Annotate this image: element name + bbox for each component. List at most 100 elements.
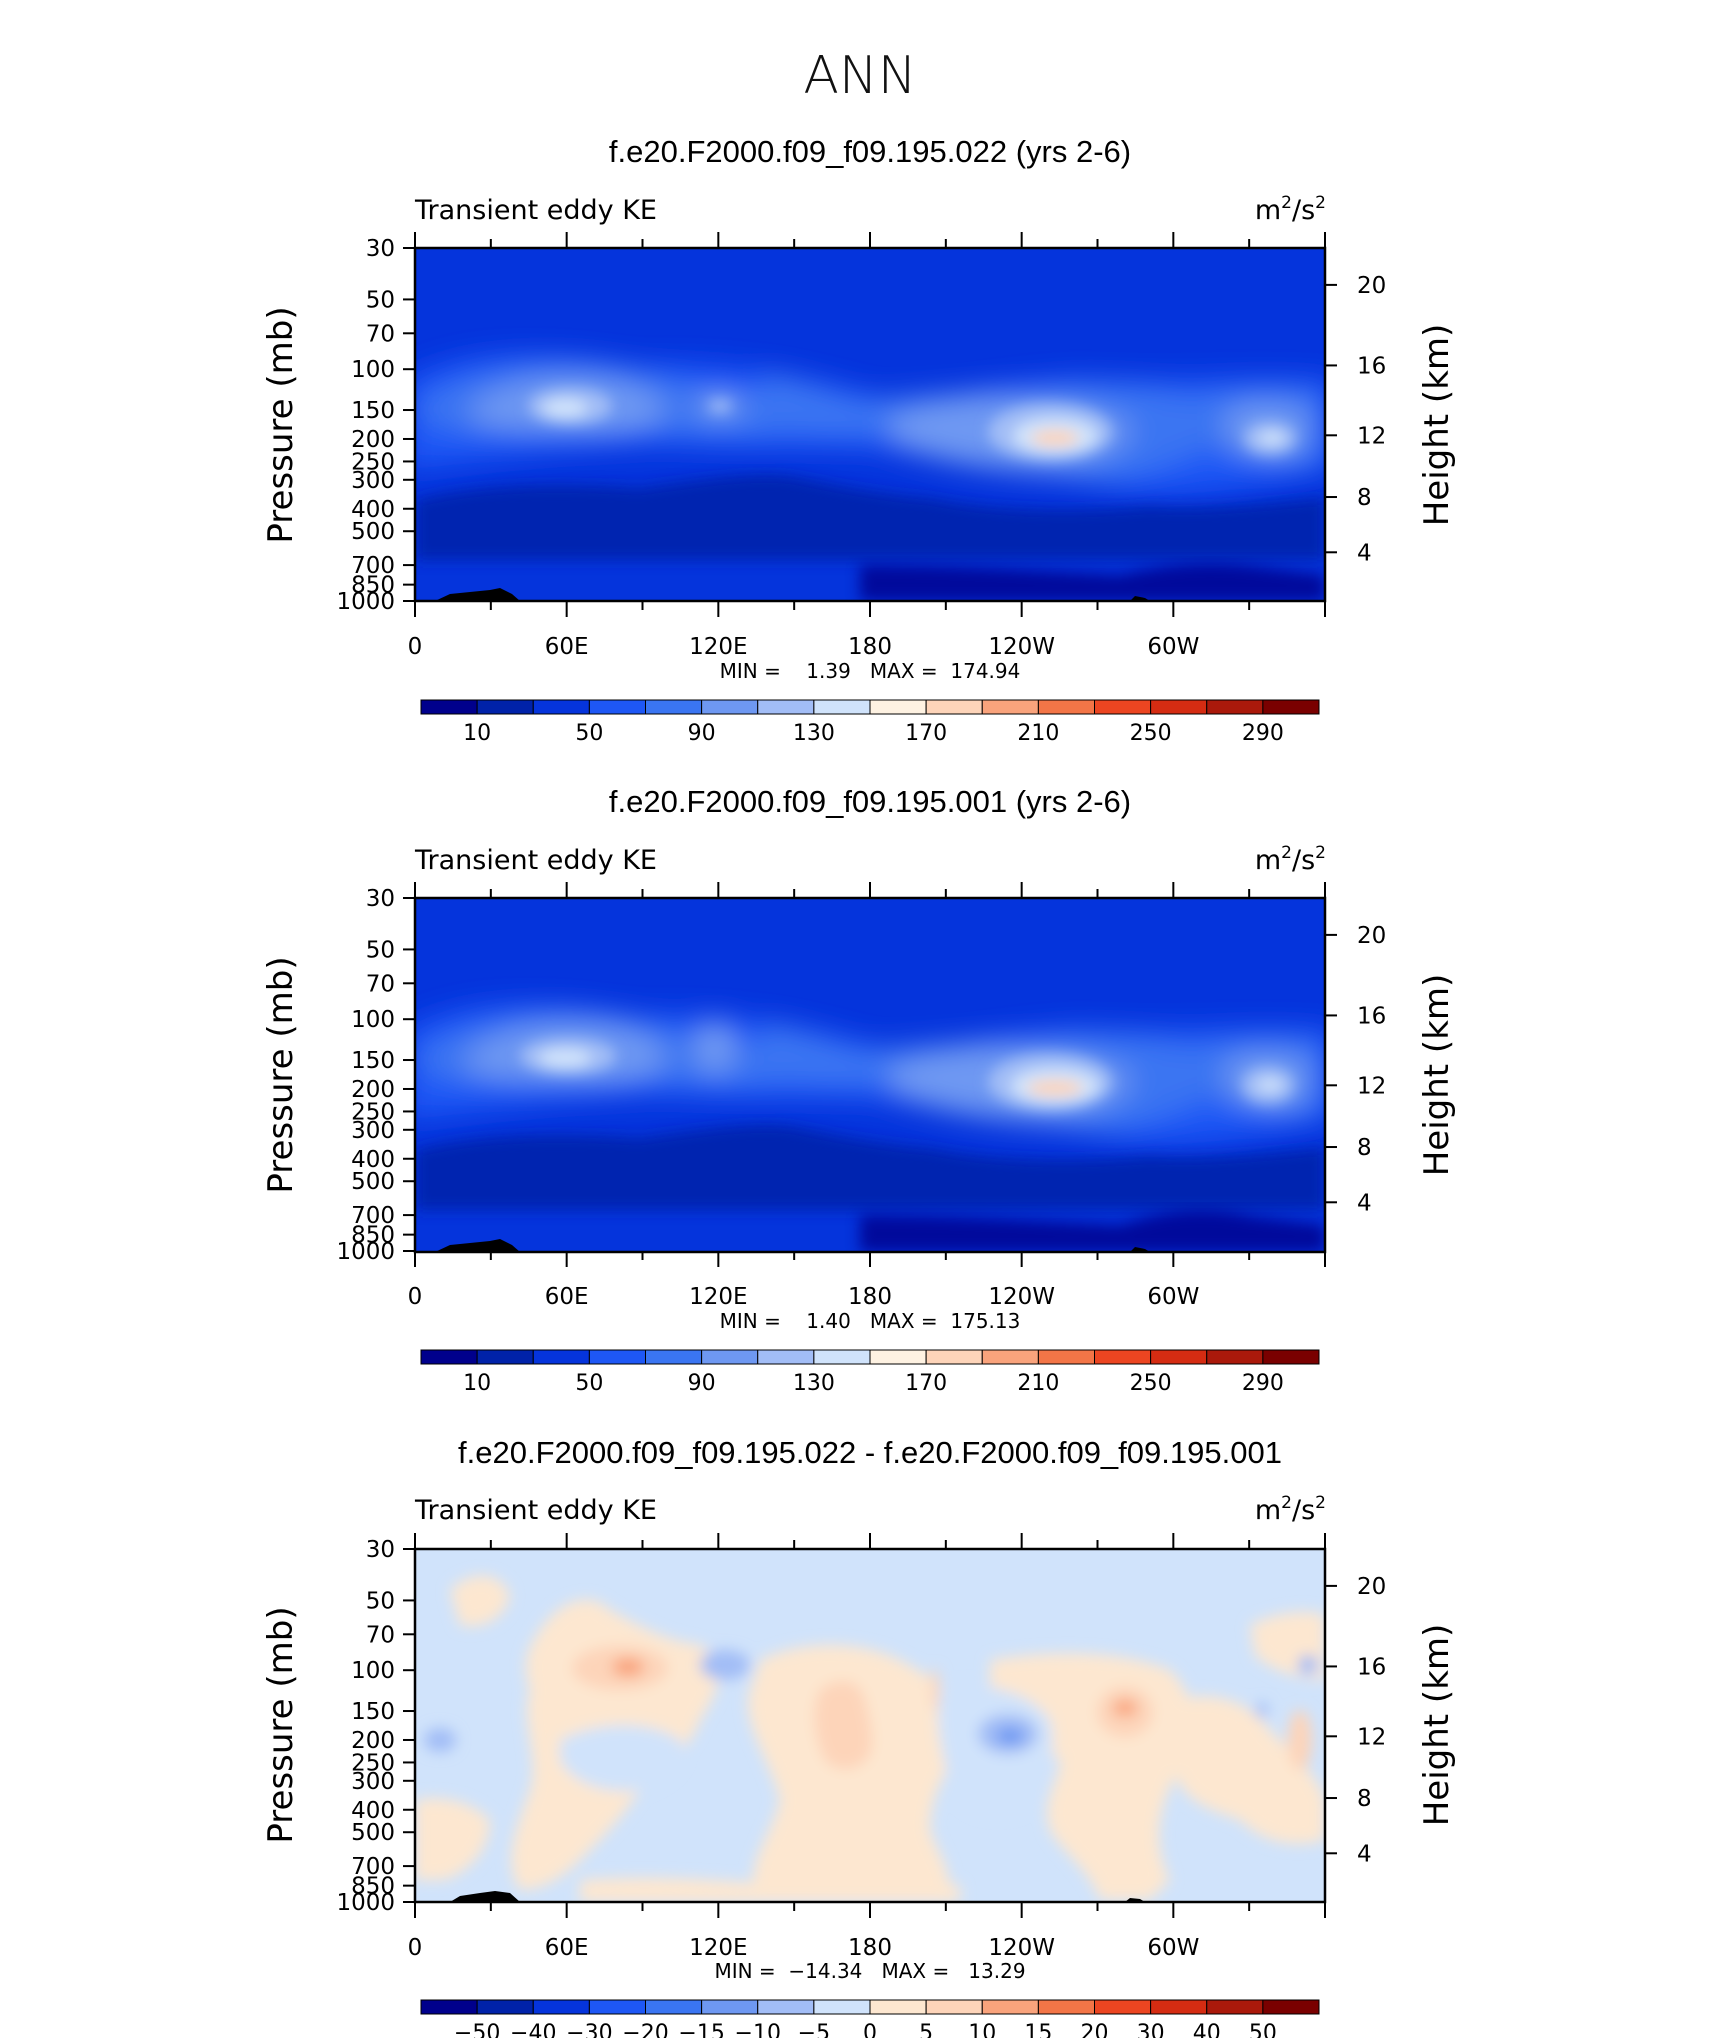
stats-readout: MIN = −14.34 MAX = 13.29: [714, 1959, 1025, 1983]
units-exp: 2: [1315, 843, 1326, 863]
colorbar-swatch: [420, 699, 478, 715]
colorbar-swatch: [1150, 1999, 1208, 2015]
colorbar-swatch: [701, 1349, 759, 1365]
y-tick-label: 250: [351, 1750, 395, 1776]
y-tick-label: 400: [351, 1798, 395, 1824]
y-tick-label: 250: [351, 1099, 395, 1125]
x-tick-label: 120E: [689, 634, 747, 660]
x-axis: 0 60E 120E 180 120W 60W: [408, 1533, 1326, 1961]
colorbar-swatch: [420, 1349, 478, 1365]
units-label: m2/s2: [1255, 843, 1326, 876]
colorbar-label: 290: [1242, 721, 1284, 746]
colorbar-swatch: [869, 1349, 927, 1365]
contour-field: [415, 1549, 1325, 1902]
colorbar-swatch: [1037, 1349, 1095, 1365]
x-axis: 0 60E 120E 180 120W 60W: [408, 882, 1326, 1310]
colorbar-swatch: [476, 1349, 534, 1365]
colorbar-label: 10: [463, 1371, 491, 1396]
y-right-tick-label: 4: [1357, 1841, 1372, 1867]
colorbar-label: 250: [1130, 1371, 1172, 1396]
core-b-peak: [1027, 1080, 1083, 1096]
colorbar-swatch: [813, 699, 871, 715]
colorbar-swatch: [1262, 1999, 1320, 2015]
colorbar-label: 130: [793, 1371, 835, 1396]
y-right-tick-label: 16: [1357, 1654, 1386, 1680]
x-tick-label: 120E: [689, 1935, 747, 1961]
x-tick-label: 60E: [545, 1935, 589, 1961]
y-axis-right: Height (km) 20 16 12 8 4: [1325, 1574, 1457, 1867]
colorbar-label: −50: [454, 2021, 500, 2038]
x-tick-label: 0: [408, 634, 423, 660]
panel-title: f.e20.F2000.f09_f09.195.022 - f.e20.F200…: [458, 1435, 1282, 1470]
x-tick-label: 0: [408, 1935, 423, 1961]
colorbar-swatch: [645, 1349, 703, 1365]
negative-min-e: [1256, 1702, 1268, 1718]
colorbar-swatch: [813, 1349, 871, 1365]
x-tick-label: 60E: [545, 1284, 589, 1310]
colorbar-swatch: [1150, 699, 1208, 715]
y-tick-label: 850: [351, 1223, 395, 1249]
colorbar-swatch: [1037, 1999, 1095, 2015]
y-right-tick-label: 8: [1357, 485, 1372, 511]
colorbar-label: 10: [968, 2021, 996, 2038]
y-axis-label: Pressure (mb): [261, 306, 301, 543]
y-tick-label: 30: [366, 236, 395, 262]
contour-field: [415, 898, 1325, 1252]
y-right-tick-label: 20: [1357, 1574, 1386, 1600]
units-exp: 2: [1315, 1493, 1326, 1513]
y-right-tick-label: 12: [1357, 1724, 1386, 1750]
units-exp: 2: [1281, 193, 1292, 213]
negative-min-c: [424, 1728, 456, 1752]
colorbar-swatch: [813, 1999, 871, 2015]
colorbar-swatch: [645, 1999, 703, 2015]
colorbar-label: 30: [1137, 2021, 1165, 2038]
colorbar-label: 250: [1130, 721, 1172, 746]
topography: [435, 588, 1150, 601]
positive-region-b: [747, 1645, 960, 1900]
colorbar-label: 50: [1249, 2021, 1277, 2038]
colorbar-label: 15: [1024, 2021, 1052, 2038]
y-tick-label: 500: [351, 519, 395, 545]
colorbar-label: 90: [688, 721, 716, 746]
y-tick-label: 850: [351, 1874, 395, 1900]
panel-middle: f.e20.F2000.f09_f09.195.001 (yrs 2-6) Tr…: [261, 784, 1457, 1396]
colorbar-swatch: [981, 699, 1039, 715]
colorbar-swatch: [1262, 1349, 1320, 1365]
units-label: m2/s2: [1255, 193, 1326, 226]
core-a-peak: [539, 1049, 591, 1067]
y-right-tick-label: 8: [1357, 1786, 1372, 1812]
colorbar-swatch: [645, 699, 703, 715]
y-tick-label: 200: [351, 1077, 395, 1103]
colorbar-label: −10: [735, 2021, 781, 2038]
colorbar-swatch: [869, 699, 927, 715]
y-right-tick-label: 4: [1357, 1190, 1372, 1216]
panel-difference: f.e20.F2000.f09_f09.195.022 - f.e20.F200…: [261, 1435, 1457, 2038]
y-right-tick-label: 12: [1357, 1073, 1386, 1099]
colorbar-label: −5: [798, 2021, 830, 2038]
y-tick-label: 300: [351, 1769, 395, 1795]
positive-region-e: [450, 1575, 510, 1627]
units-label: m2/s2: [1255, 1493, 1326, 1526]
colorbar-swatch: [532, 1349, 590, 1365]
colorbar-swatch: [1206, 1999, 1264, 2015]
units-denominator: /s: [1292, 195, 1315, 226]
positive-max-b: [814, 1681, 873, 1770]
colorbar: 10 50 90 130 170 210 250 290: [420, 699, 1320, 746]
contour-field: [415, 248, 1325, 601]
colorbar-swatch: [1094, 1999, 1152, 2015]
colorbar-label: 10: [463, 721, 491, 746]
y-right-tick-label: 16: [1357, 353, 1386, 379]
y-tick-label: 700: [351, 1854, 395, 1880]
panel-title: f.e20.F2000.f09_f09.195.001 (yrs 2-6): [609, 784, 1131, 819]
negative-min-b-inner: [996, 1728, 1024, 1744]
colorbar-swatch: [757, 1999, 815, 2015]
x-axis: 0 60E 120E 180 120W 60W: [408, 232, 1326, 660]
y-tick-label: 1000: [336, 589, 395, 615]
y-tick-label: 700: [351, 553, 395, 579]
y-right-tick-label: 20: [1357, 273, 1386, 299]
colorbar-label: 210: [1017, 1371, 1059, 1396]
lower-trop-min: [415, 1125, 1325, 1210]
colorbar-label: 0: [863, 2021, 877, 2038]
y-tick-label: 150: [351, 398, 395, 424]
